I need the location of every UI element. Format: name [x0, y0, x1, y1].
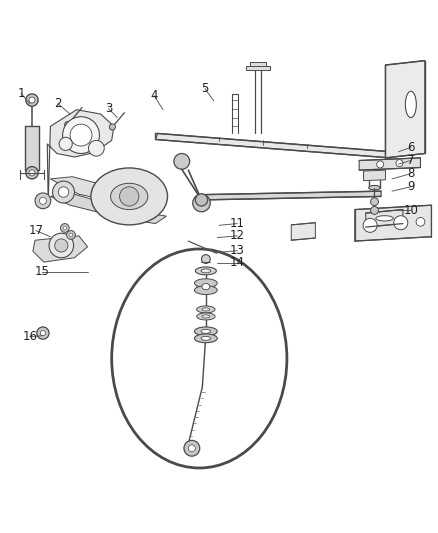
Text: 4: 4	[150, 89, 158, 102]
Ellipse shape	[91, 168, 167, 225]
Circle shape	[65, 122, 71, 128]
Text: 1: 1	[17, 87, 25, 100]
Circle shape	[37, 327, 49, 339]
Ellipse shape	[369, 185, 380, 190]
Polygon shape	[47, 110, 114, 205]
Circle shape	[26, 167, 38, 179]
Ellipse shape	[202, 315, 210, 318]
Polygon shape	[355, 205, 431, 241]
Polygon shape	[50, 194, 166, 223]
Ellipse shape	[376, 216, 393, 221]
Circle shape	[120, 187, 139, 206]
Ellipse shape	[194, 334, 217, 343]
Ellipse shape	[194, 286, 217, 295]
Ellipse shape	[110, 183, 148, 209]
Text: 5: 5	[201, 82, 208, 95]
Circle shape	[55, 239, 68, 252]
Circle shape	[40, 330, 46, 336]
Text: 16: 16	[22, 330, 37, 343]
Polygon shape	[50, 177, 149, 205]
Text: 3: 3	[105, 102, 112, 115]
Ellipse shape	[202, 308, 210, 311]
Circle shape	[195, 194, 208, 206]
Circle shape	[110, 124, 116, 130]
Circle shape	[39, 197, 46, 204]
Text: 14: 14	[230, 256, 245, 270]
Circle shape	[70, 124, 92, 146]
Ellipse shape	[202, 284, 210, 290]
Ellipse shape	[201, 329, 211, 333]
Ellipse shape	[201, 336, 211, 340]
Ellipse shape	[112, 249, 287, 468]
Text: 2: 2	[54, 97, 62, 110]
Bar	[250, 61, 266, 66]
Ellipse shape	[197, 313, 215, 320]
Polygon shape	[33, 236, 88, 262]
Text: 10: 10	[403, 204, 418, 217]
Circle shape	[396, 159, 403, 167]
Circle shape	[29, 169, 35, 176]
Ellipse shape	[195, 267, 216, 275]
Ellipse shape	[405, 91, 416, 118]
Circle shape	[53, 181, 74, 203]
Ellipse shape	[201, 269, 211, 273]
Circle shape	[35, 193, 51, 209]
Polygon shape	[359, 158, 420, 170]
Circle shape	[201, 255, 210, 263]
Bar	[246, 66, 270, 70]
Ellipse shape	[197, 306, 215, 313]
Text: 15: 15	[34, 265, 49, 278]
Polygon shape	[291, 223, 315, 240]
Text: 12: 12	[230, 229, 245, 243]
Circle shape	[26, 94, 38, 106]
Circle shape	[394, 216, 408, 230]
Circle shape	[188, 445, 195, 452]
Circle shape	[363, 219, 377, 232]
Circle shape	[371, 198, 378, 206]
Ellipse shape	[194, 327, 217, 336]
Circle shape	[63, 117, 99, 154]
Polygon shape	[25, 126, 39, 170]
Circle shape	[377, 161, 384, 168]
Text: 6: 6	[407, 141, 415, 154]
Circle shape	[60, 223, 69, 232]
Text: 11: 11	[230, 217, 245, 230]
Ellipse shape	[194, 279, 217, 287]
Text: 7: 7	[407, 154, 415, 167]
Circle shape	[184, 440, 200, 456]
Circle shape	[49, 233, 74, 258]
Polygon shape	[155, 133, 392, 158]
Circle shape	[58, 187, 69, 197]
Polygon shape	[385, 61, 425, 158]
Circle shape	[63, 226, 67, 230]
Text: 17: 17	[28, 224, 43, 237]
Circle shape	[88, 140, 104, 156]
Polygon shape	[366, 209, 403, 227]
Text: 9: 9	[407, 180, 415, 193]
Circle shape	[416, 217, 425, 226]
Circle shape	[29, 97, 35, 103]
Polygon shape	[201, 191, 381, 200]
Circle shape	[371, 206, 378, 214]
Circle shape	[59, 138, 72, 150]
Circle shape	[67, 231, 75, 239]
Text: 8: 8	[407, 167, 414, 180]
Text: 13: 13	[230, 244, 245, 257]
Polygon shape	[364, 170, 385, 181]
Circle shape	[174, 154, 190, 169]
Circle shape	[193, 194, 210, 212]
Ellipse shape	[197, 280, 215, 294]
Circle shape	[69, 233, 73, 237]
